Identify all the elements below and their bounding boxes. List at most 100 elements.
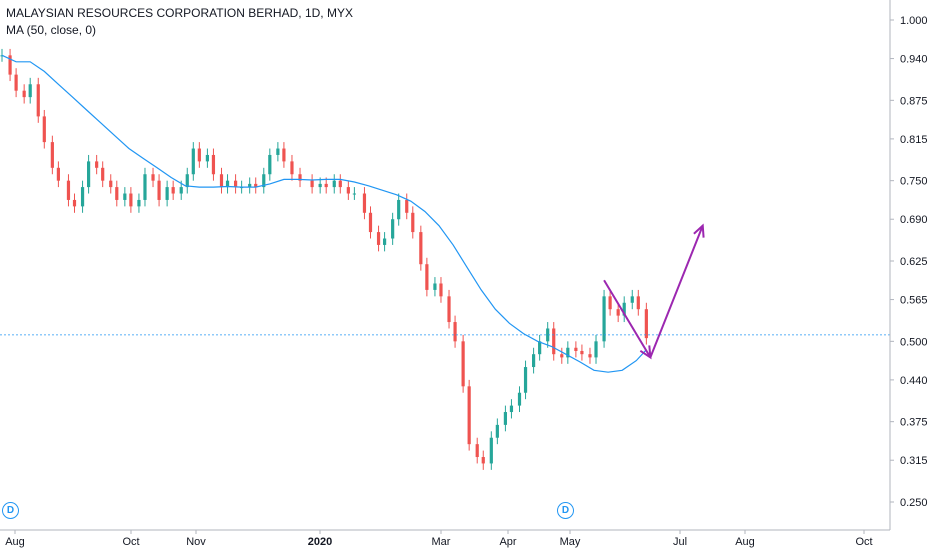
candle (191, 142, 195, 181)
candle-body (489, 437, 493, 464)
candle (56, 161, 60, 188)
candle (531, 347, 536, 374)
candle (461, 334, 465, 393)
candle-body (602, 296, 606, 342)
candle-body (630, 296, 634, 303)
candle (616, 302, 620, 323)
candle (453, 315, 457, 348)
y-tick-label: 1.000 (900, 15, 928, 27)
candle-body (115, 187, 119, 200)
candle-body (509, 405, 514, 413)
candle-body (397, 199, 401, 220)
candle (282, 142, 286, 168)
candle (332, 174, 336, 194)
candle (602, 289, 606, 348)
x-tick-label: Nov (186, 536, 206, 548)
candle-body (80, 187, 85, 207)
candle-body (254, 183, 258, 188)
x-tick-label: Mar (432, 536, 451, 548)
candle (151, 167, 155, 188)
candle-body (346, 187, 350, 194)
y-tick-label: 0.315 (900, 455, 928, 467)
x-tick-label: Jul (673, 536, 687, 548)
candle (298, 167, 302, 188)
candle-body (318, 183, 322, 188)
candle-body (324, 183, 328, 188)
x-axis-ticks: Aug Oct Nov 2020 Mar Apr May Jul Aug Oct (5, 530, 873, 548)
candle (268, 148, 272, 181)
candle-body (248, 183, 252, 188)
candle (411, 206, 415, 239)
candle (467, 379, 471, 451)
y-tick-label: 0.815 (900, 134, 928, 146)
x-tick-label: May (560, 536, 581, 548)
candle-body (298, 174, 302, 181)
trend-arrow[interactable] (603, 279, 652, 360)
candle (42, 109, 46, 149)
candle (8, 48, 12, 82)
arrow-head (693, 223, 705, 238)
candle (157, 174, 161, 207)
candle-body (475, 444, 479, 458)
candle-body (523, 367, 528, 393)
trend-arrow[interactable] (649, 223, 705, 358)
candle (630, 289, 634, 310)
candle-body (580, 350, 584, 355)
candle-body (338, 180, 342, 188)
y-tick-label: 0.500 (900, 336, 928, 348)
dividend-badge-2[interactable]: D (557, 502, 574, 519)
candle-body (101, 167, 105, 181)
candle-body (197, 148, 201, 162)
candle (233, 174, 238, 194)
candle (475, 437, 479, 464)
candle-body (205, 154, 209, 162)
candle-body (538, 341, 542, 355)
candle-body (211, 154, 216, 175)
x-tick-label: 2020 (308, 536, 332, 548)
candle-body (129, 193, 133, 207)
candle (594, 334, 598, 364)
y-tick-label: 0.690 (900, 214, 928, 226)
candle (310, 174, 314, 194)
candle (36, 77, 40, 123)
candle (80, 180, 85, 213)
x-tick-label: Apr (499, 536, 516, 548)
candle-body (157, 180, 161, 200)
candle-body (594, 341, 598, 358)
candle (376, 225, 381, 252)
candle (419, 225, 423, 271)
candle-body (481, 457, 485, 464)
candle (50, 135, 54, 175)
candle (14, 68, 18, 98)
y-tick-label: 0.750 (900, 176, 928, 188)
candle-body (225, 180, 230, 188)
dividend-badge-1[interactable]: D (2, 502, 19, 519)
candle (517, 386, 522, 413)
candle (552, 322, 556, 361)
candle-body (50, 142, 54, 168)
candle (115, 180, 119, 207)
candle-body (517, 392, 522, 406)
candle (28, 77, 32, 104)
candle-body (622, 302, 626, 316)
candle (503, 405, 508, 432)
candle-body (439, 283, 443, 297)
candle (185, 167, 189, 194)
candle (391, 212, 395, 245)
annotation-arrows[interactable] (603, 223, 705, 360)
candle-body (28, 84, 32, 98)
candle-body (86, 161, 91, 188)
candle (123, 187, 127, 207)
candle-body (151, 174, 155, 181)
candle-body (36, 84, 40, 117)
candle-body (608, 296, 612, 310)
candle-body (588, 354, 592, 358)
candle (137, 193, 141, 213)
candle-body (391, 219, 395, 239)
indicator-legend[interactable]: MA (50, close, 0) (6, 23, 97, 37)
candle (481, 450, 485, 470)
candle-body (636, 296, 640, 310)
candle (248, 177, 252, 194)
candle-body (552, 328, 556, 355)
